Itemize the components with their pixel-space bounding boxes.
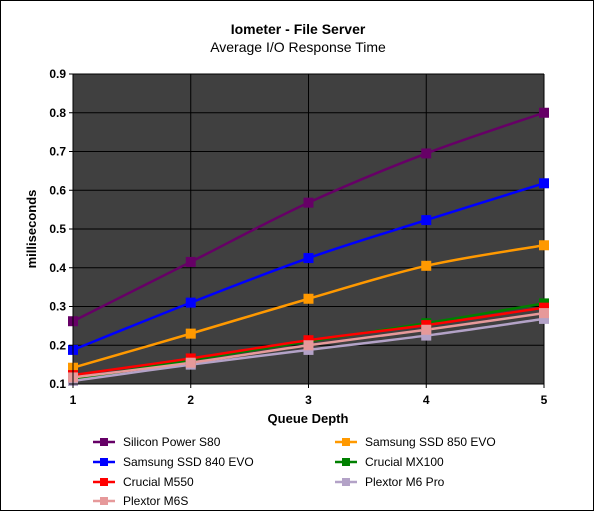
data-point [185, 297, 196, 308]
legend-marker [100, 478, 108, 486]
legend-marker [100, 497, 108, 505]
series-layer [68, 107, 549, 386]
data-point [421, 148, 432, 159]
y-tick-label: 0.5 [49, 222, 66, 236]
legend-item: Plextor M6S [93, 494, 188, 508]
x-tick-label: 4 [423, 393, 430, 407]
data-point [539, 178, 549, 189]
data-point [185, 357, 196, 368]
data-point [539, 240, 549, 251]
legend-label: Silicon Power S80 [123, 435, 221, 449]
chart-subtitle: Average I/O Response Time [210, 39, 386, 55]
legend-label: Crucial MX100 [365, 455, 444, 469]
legend-marker [100, 438, 108, 446]
data-point [539, 302, 549, 313]
y-tick-label: 0.3 [49, 300, 66, 314]
legend-marker [100, 458, 108, 466]
data-point [539, 107, 549, 118]
legend-marker [342, 478, 350, 486]
legend: Silicon Power S80 Samsung SSD 850 EVO Sams… [93, 435, 496, 508]
legend-marker [342, 458, 350, 466]
data-point [421, 260, 432, 271]
data-point [303, 340, 314, 351]
y-tick-label: 0.4 [49, 261, 66, 275]
y-tick-label: 0.9 [49, 67, 66, 81]
legend-label: Plextor M6 Pro [365, 475, 445, 489]
data-point [421, 330, 432, 341]
data-point [303, 197, 314, 208]
legend-marker [342, 438, 350, 446]
legend-label: Samsung SSD 840 EVO [123, 455, 254, 469]
chart-title: Iometer - File Server [231, 21, 366, 37]
y-tick-label: 0.8 [49, 106, 66, 120]
legend-label: Plextor M6S [123, 494, 188, 508]
data-point [539, 308, 549, 319]
legend-item: Samsung SSD 850 EVO [335, 435, 496, 449]
data-point [185, 256, 196, 267]
legend-label: Samsung SSD 850 EVO [365, 435, 496, 449]
legend-item: Crucial M550 [93, 475, 194, 489]
data-point [303, 253, 314, 264]
legend-item: Samsung SSD 840 EVO [93, 455, 254, 469]
y-tick-label: 0.1 [49, 377, 66, 391]
legend-item: Silicon Power S80 [93, 435, 221, 449]
data-point [303, 335, 314, 346]
x-tick-label: 1 [70, 393, 77, 407]
y-tick-label: 0.6 [49, 183, 66, 197]
legend-label: Crucial M550 [123, 475, 194, 489]
data-point [303, 293, 314, 304]
y-axis-title: milliseconds [24, 190, 39, 269]
x-tick-label: 3 [305, 393, 312, 407]
tick-layer: 0.1 0.2 0.3 0.4 0.5 0.6 0.7 0.8 0.9 1 2 3 4 5 [49, 67, 547, 407]
x-tick-label: 5 [541, 393, 548, 407]
legend-item: Crucial MX100 [335, 455, 444, 469]
data-point [421, 324, 432, 335]
data-point [421, 215, 432, 226]
data-point [539, 313, 549, 324]
x-tick-label: 2 [187, 393, 194, 407]
y-tick-label: 0.7 [49, 145, 66, 159]
x-axis-title: Queue Depth [268, 411, 349, 426]
data-point [185, 328, 196, 339]
legend-item: Plextor M6 Pro [335, 475, 445, 489]
y-tick-label: 0.2 [49, 338, 66, 352]
